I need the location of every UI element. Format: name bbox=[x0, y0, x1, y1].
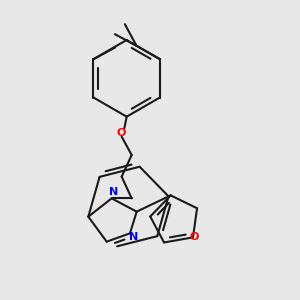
Text: O: O bbox=[117, 128, 126, 138]
Text: N: N bbox=[129, 232, 138, 242]
Text: O: O bbox=[190, 232, 199, 242]
Text: N: N bbox=[109, 187, 118, 197]
